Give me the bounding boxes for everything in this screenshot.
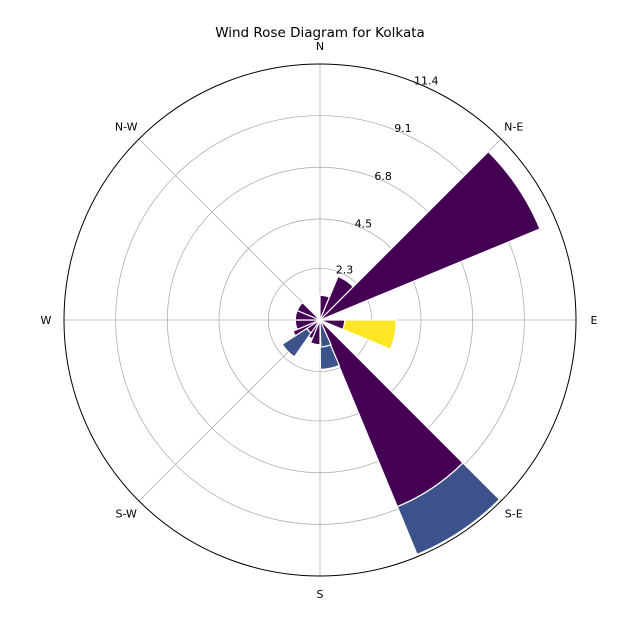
sector-bar-11-0 (296, 301, 321, 321)
sector-bar-3-2 (342, 319, 397, 351)
angular-gridline-7 (138, 138, 321, 321)
radial-tick-label-3: 9.1 (394, 122, 412, 135)
radial-tick-label-0: 2.3 (336, 263, 354, 276)
direction-label-s-w: S-W (116, 508, 138, 521)
chart-title: Wind Rose Diagram for Kolkata (215, 25, 425, 41)
direction-label-n-e: N-E (504, 120, 523, 133)
direction-label-s-e: S-E (505, 508, 523, 521)
polar-grid (64, 64, 576, 576)
direction-label-n: N (316, 40, 324, 53)
direction-labels: N N-E E S-E S S-W W N-W (41, 40, 598, 601)
sector-bar-2-0 (319, 150, 541, 321)
sector-bar-4-1 (396, 462, 501, 556)
sector-bar-13-1 (319, 321, 332, 348)
sector-bar-12-1 (281, 327, 312, 358)
polar-frame (63, 63, 577, 577)
radial-tick-label-4: 11.4 (414, 74, 439, 87)
radial-tick-label-1: 4.5 (355, 218, 373, 231)
direction-label-n-w: N-W (115, 120, 138, 133)
sector-bars (281, 150, 541, 556)
radial-tick-label-2: 6.8 (374, 170, 392, 183)
direction-label-w: W (41, 314, 52, 327)
direction-label-s: S (317, 588, 324, 601)
direction-label-e: E (591, 314, 598, 327)
